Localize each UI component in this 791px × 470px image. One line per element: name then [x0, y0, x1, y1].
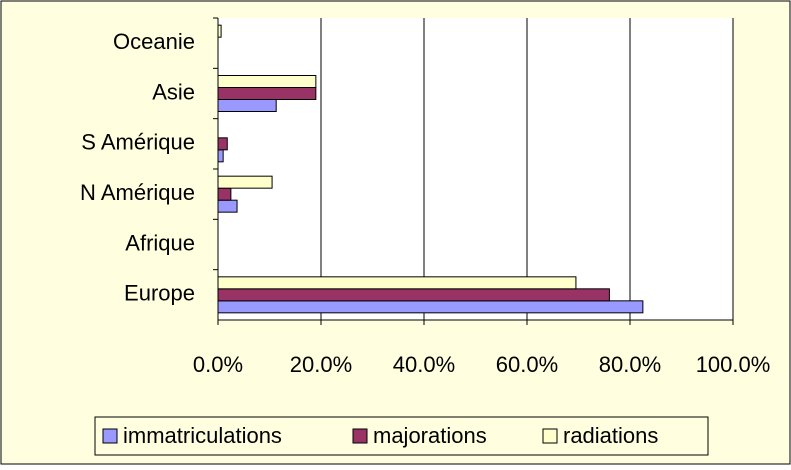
x-tick-label: 20.0%: [290, 352, 352, 377]
y-tick-label: N Amérique: [80, 180, 195, 205]
bar: [217, 288, 610, 302]
legend-swatch: [102, 428, 118, 444]
bar: [217, 99, 277, 112]
plot-area: [218, 18, 733, 320]
x-tick-label: 60.0%: [496, 352, 558, 377]
y-tick-label: S Amérique: [81, 130, 195, 155]
legend-swatch: [542, 428, 558, 444]
legend-label: radiations: [563, 423, 658, 448]
y-tick-label: Oceanie: [113, 29, 195, 54]
x-tick-label: 0.0%: [193, 352, 243, 377]
bar: [217, 199, 238, 213]
bar: [217, 24, 222, 38]
legend-box: [94, 416, 709, 456]
legend-label: immatriculations: [123, 423, 282, 448]
bar: [217, 137, 228, 151]
bar: [217, 175, 273, 189]
x-tick-label: 80.0%: [599, 352, 661, 377]
bar: [217, 149, 224, 163]
y-tick-label: Afrique: [125, 230, 195, 255]
legend-swatch: [352, 428, 368, 444]
y-tick-label: Asie: [152, 79, 195, 104]
legend-label: majorations: [373, 423, 487, 448]
bar: [217, 75, 317, 88]
bar: [217, 276, 577, 290]
y-tick-label: Europe: [124, 281, 195, 306]
bar: [217, 87, 317, 100]
bar: [217, 187, 232, 201]
x-tick-label: 100.0%: [696, 352, 771, 377]
bar: [217, 300, 644, 314]
x-tick-label: 40.0%: [393, 352, 455, 377]
